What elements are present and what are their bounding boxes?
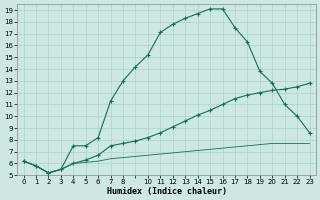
- X-axis label: Humidex (Indice chaleur): Humidex (Indice chaleur): [107, 187, 227, 196]
